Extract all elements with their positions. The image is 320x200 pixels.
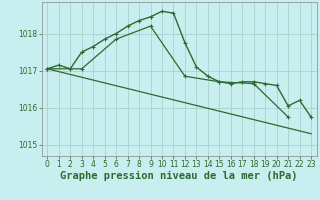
X-axis label: Graphe pression niveau de la mer (hPa): Graphe pression niveau de la mer (hPa) [60, 171, 298, 181]
